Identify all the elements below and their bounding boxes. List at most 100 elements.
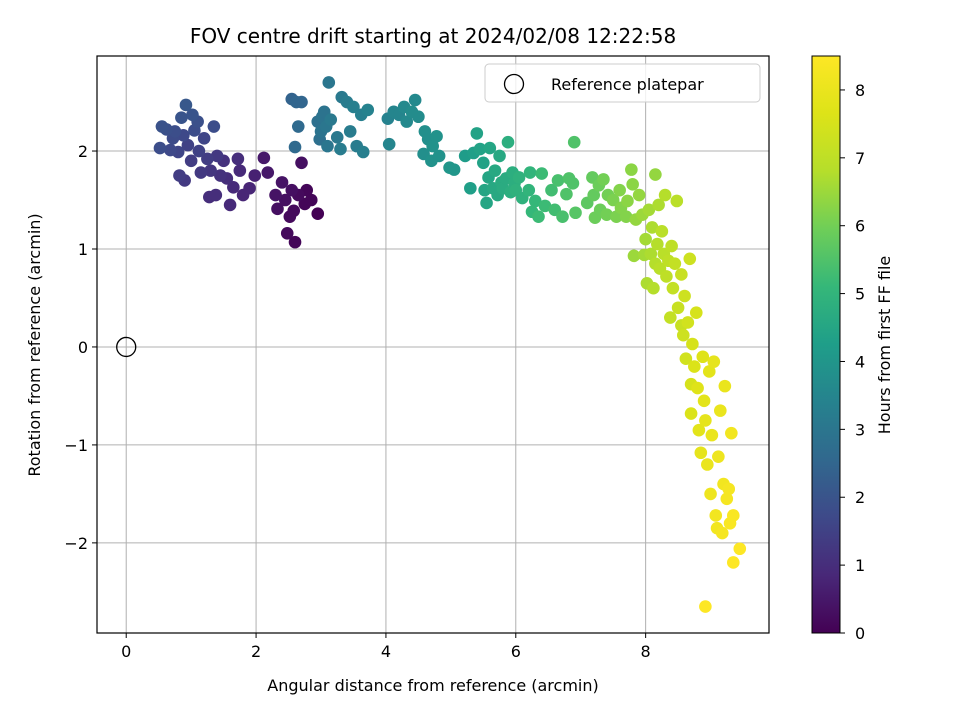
data-point xyxy=(666,281,680,295)
data-point xyxy=(483,141,497,155)
data-point xyxy=(600,208,613,221)
data-point xyxy=(567,135,581,149)
data-point xyxy=(619,210,633,223)
data-point xyxy=(269,188,282,202)
legend-label: Reference platepar xyxy=(551,75,704,94)
legend-box xyxy=(484,63,761,103)
data-point xyxy=(304,193,318,207)
data-point xyxy=(501,135,515,149)
data-point xyxy=(569,206,582,220)
data-point xyxy=(647,281,660,295)
data-point xyxy=(343,125,357,138)
data-point xyxy=(477,156,490,170)
data-point xyxy=(671,301,685,315)
data-point xyxy=(285,183,299,197)
y-axis-ticks: −2 −1 0 1 2 xyxy=(64,142,97,553)
data-point xyxy=(655,225,669,238)
data-point xyxy=(295,156,308,170)
y-tick-label: −1 xyxy=(64,436,88,455)
data-point xyxy=(688,360,701,373)
data-point xyxy=(201,152,214,166)
data-point xyxy=(330,131,344,144)
data-point xyxy=(164,143,177,157)
data-point xyxy=(493,149,506,163)
data-point xyxy=(288,235,302,249)
data-point xyxy=(627,249,641,263)
data-point xyxy=(701,458,714,471)
data-point xyxy=(243,181,256,195)
data-point xyxy=(644,247,658,261)
data-point xyxy=(699,600,712,613)
reference-marker-layer xyxy=(116,336,137,358)
data-point xyxy=(709,509,723,522)
data-point xyxy=(551,174,565,187)
data-point xyxy=(523,166,537,179)
colorbar-tick-label: 0 xyxy=(855,624,865,643)
data-point xyxy=(512,171,526,184)
data-point xyxy=(660,270,673,283)
data-point xyxy=(613,183,626,197)
data-point xyxy=(587,188,600,202)
data-point xyxy=(447,163,461,176)
legend-marker xyxy=(503,73,525,95)
data-point xyxy=(155,120,169,133)
data-point xyxy=(597,173,610,186)
y-tick-label: 2 xyxy=(78,142,88,161)
x-axis-label: Angular distance from reference (arcmin) xyxy=(267,676,598,695)
reference-point-marker xyxy=(116,336,137,358)
data-point xyxy=(639,232,652,246)
data-point xyxy=(324,113,338,126)
data-point xyxy=(227,180,240,194)
data-point xyxy=(153,141,167,155)
data-point xyxy=(192,144,206,158)
data-point xyxy=(702,365,716,378)
data-point xyxy=(287,204,301,218)
data-point xyxy=(726,556,740,569)
colorbar-tick-label: 5 xyxy=(855,285,865,304)
colorbar-label: Hours from first FF file xyxy=(875,256,894,435)
data-point xyxy=(704,487,717,501)
data-point xyxy=(697,394,711,408)
data-point xyxy=(257,151,271,165)
x-tick-label: 2 xyxy=(251,642,261,661)
data-point xyxy=(197,131,211,145)
data-point xyxy=(412,110,425,124)
data-point xyxy=(535,167,549,180)
data-point xyxy=(686,337,699,351)
colorbar-ticks: 0 1 2 3 4 5 6 7 8 xyxy=(840,81,865,643)
data-point xyxy=(464,181,477,195)
data-point xyxy=(705,428,719,442)
data-point xyxy=(696,350,710,364)
data-point xyxy=(606,193,620,207)
data-point xyxy=(488,164,502,177)
data-point xyxy=(720,492,734,506)
data-point xyxy=(179,98,193,112)
data-point xyxy=(194,166,208,179)
data-point xyxy=(175,111,188,125)
colorbar-tick-label: 7 xyxy=(855,149,865,168)
data-point xyxy=(204,164,217,177)
data-point xyxy=(668,257,682,270)
data-point xyxy=(311,207,325,221)
data-point xyxy=(382,137,396,151)
data-point xyxy=(652,198,665,212)
data-point xyxy=(231,152,245,166)
data-point xyxy=(725,426,738,440)
data-point xyxy=(334,142,347,156)
data-point xyxy=(658,188,672,202)
data-point xyxy=(347,100,360,114)
data-point xyxy=(714,404,727,417)
data-point xyxy=(715,526,729,540)
data-point xyxy=(683,252,697,266)
data-point xyxy=(321,139,334,153)
data-point xyxy=(356,145,370,159)
data-point xyxy=(275,176,289,189)
data-point xyxy=(670,194,684,208)
data-point xyxy=(676,328,690,342)
data-point xyxy=(689,306,703,319)
data-point xyxy=(278,193,292,207)
data-point xyxy=(649,168,662,181)
data-point xyxy=(675,268,688,281)
x-axis-ticks: 0 2 4 6 8 xyxy=(121,633,651,661)
